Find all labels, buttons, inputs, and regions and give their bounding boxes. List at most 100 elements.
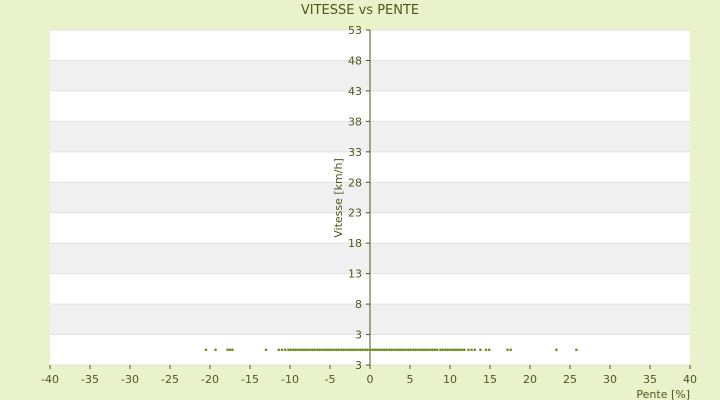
data-point: [226, 348, 229, 352]
data-point: [378, 348, 381, 352]
data-point: [426, 348, 429, 352]
data-point: [299, 348, 302, 352]
data-point: [443, 348, 447, 352]
data-point: [397, 348, 401, 352]
data-point: [363, 348, 367, 352]
data-point: [337, 348, 341, 352]
data-point: [467, 348, 470, 352]
data-point: [414, 348, 417, 352]
data-point: [375, 348, 379, 352]
data-point: [280, 348, 284, 352]
data-point: [446, 348, 449, 352]
data-point: [373, 348, 377, 352]
data-point: [509, 348, 513, 352]
data-point: [303, 348, 307, 352]
data-point: [458, 348, 461, 352]
data-point: [368, 348, 372, 352]
data-point: [294, 348, 297, 352]
data-point: [479, 348, 482, 352]
y-axis-label: Vitesse [km/h]: [332, 158, 345, 238]
data-point: [289, 348, 293, 352]
data-point: [409, 348, 413, 352]
data-point: [323, 348, 326, 352]
data-point: [404, 348, 408, 352]
data-point: [473, 348, 477, 352]
data-point: [423, 348, 427, 352]
x-tick-label: -10: [281, 373, 299, 386]
data-point: [330, 348, 333, 352]
data-point: [399, 348, 403, 352]
data-point: [575, 348, 578, 352]
x-tick-label: -20: [201, 373, 219, 386]
data-point: [231, 348, 234, 352]
data-point: [291, 348, 295, 352]
x-axis-label: Pente [%]: [636, 388, 690, 400]
y-tick-label: 13: [348, 268, 362, 281]
data-point: [441, 348, 445, 352]
data-point: [287, 348, 290, 352]
x-tick-label: 20: [523, 373, 537, 386]
data-point: [455, 348, 459, 352]
data-point: [296, 348, 300, 352]
data-point: [448, 348, 452, 352]
data-point: [339, 348, 343, 352]
data-point: [431, 348, 434, 352]
data-point: [283, 348, 287, 352]
data-point: [428, 348, 432, 352]
x-tick-label: -15: [241, 373, 259, 386]
data-point: [390, 348, 393, 352]
x-tick-label: 10: [443, 373, 457, 386]
data-point: [332, 348, 336, 352]
y-tick-label: 18: [348, 237, 362, 250]
data-point: [470, 348, 473, 352]
x-tick-label: -35: [81, 373, 99, 386]
data-point: [439, 348, 442, 352]
x-tick-label: 15: [483, 373, 497, 386]
data-point: [318, 348, 321, 352]
data-point: [204, 348, 208, 352]
data-point: [435, 348, 439, 352]
data-point: [320, 348, 324, 352]
data-point: [301, 348, 305, 352]
data-point: [344, 348, 348, 352]
data-points: [204, 348, 578, 352]
data-point: [311, 348, 314, 352]
x-tick-label: 40: [683, 373, 697, 386]
y-tick-label: 33: [348, 146, 362, 159]
data-point: [487, 348, 491, 352]
data-point: [349, 348, 353, 352]
x-tick-label: -25: [161, 373, 179, 386]
y-tick-label: 8: [355, 298, 362, 311]
data-point: [356, 348, 360, 352]
y-tick-label: 3: [355, 359, 362, 372]
data-point: [402, 348, 405, 352]
x-tick-label: 30: [603, 373, 617, 386]
x-tick-label: 5: [407, 373, 414, 386]
x-tick-label: -40: [41, 373, 59, 386]
y-tick-label: 38: [348, 115, 362, 128]
data-point: [361, 348, 365, 352]
data-point: [385, 348, 389, 352]
data-point: [416, 348, 420, 352]
data-point: [484, 348, 488, 352]
data-point: [315, 348, 319, 352]
data-point: [411, 348, 415, 352]
data-point: [347, 348, 350, 352]
x-tick-label: 0: [367, 373, 374, 386]
data-point: [555, 348, 558, 352]
data-point: [407, 348, 410, 352]
data-point: [433, 348, 437, 352]
y-tick-label: 28: [348, 176, 362, 189]
data-point: [277, 348, 281, 352]
data-point: [460, 348, 464, 352]
data-point: [419, 348, 422, 352]
x-tick-label: -30: [121, 373, 139, 386]
data-point: [308, 348, 312, 352]
data-point: [453, 348, 457, 352]
data-point: [387, 348, 391, 352]
x-axis-ticks: -40 -35 -30 -25 -20 -15 -10 -5 0 5 10 15 20 25 30 35 40: [41, 365, 697, 386]
data-point: [392, 348, 396, 352]
y-tick-label: 23: [348, 207, 362, 220]
